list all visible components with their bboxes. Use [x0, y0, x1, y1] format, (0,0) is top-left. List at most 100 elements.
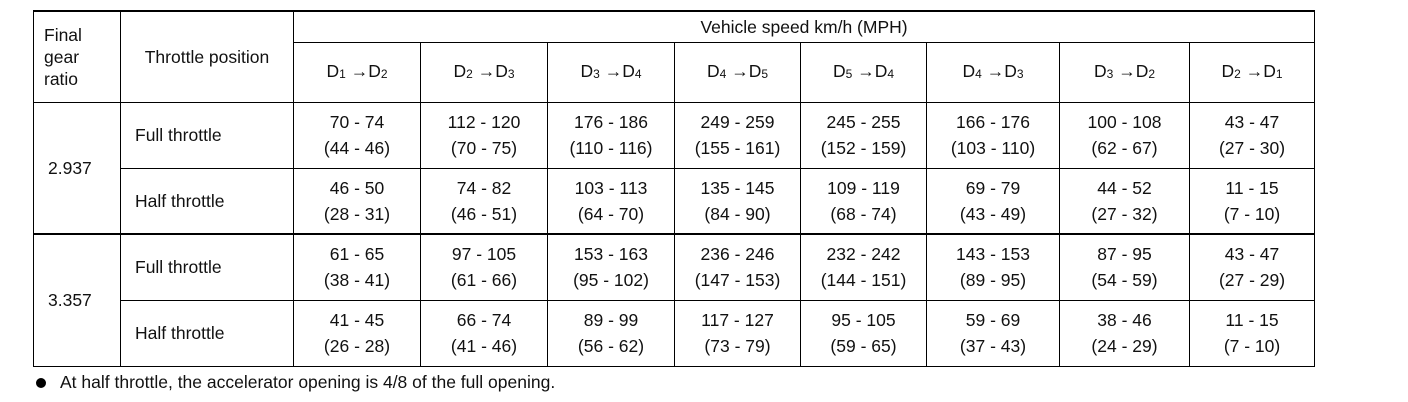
speed-cell: 43 - 47 (27 - 30): [1188, 101, 1316, 169]
gear-from: 5: [845, 66, 853, 81]
kmh: 109 - 119: [827, 177, 900, 198]
speed-cell: 236 - 246 (147 - 153): [674, 233, 801, 301]
kmh: 38 - 46: [1097, 310, 1152, 330]
gear-letter: D: [622, 60, 635, 81]
header-cell: Vehicle speed km/h (MPH): [292, 10, 1316, 43]
kmh: 176 - 186: [574, 112, 648, 132]
mph: (26 - 28): [323, 336, 391, 356]
arrow: →: [1118, 60, 1136, 81]
speed-cell: 100 - 108 (62 - 67): [1059, 101, 1190, 169]
mph: (61 - 66): [450, 270, 518, 291]
mph: (144 - 151): [820, 270, 907, 291]
gear-letter: D: [580, 60, 594, 81]
speed-cell: 70 - 74 (44 - 46): [293, 101, 421, 169]
mph: (89 - 95): [959, 270, 1027, 291]
shift-header: D3 →D4: [547, 41, 675, 103]
shift-header: D3 →D2: [1059, 41, 1190, 103]
speed-cell: 44 - 52 (27 - 32): [1059, 167, 1190, 235]
gear-from: 1: [339, 66, 346, 81]
shift-header: D4 →D3: [926, 41, 1060, 103]
speed-cell: 117 - 127 (73 - 79): [674, 299, 801, 367]
ratio-cell: 2.937: [33, 101, 121, 235]
kmh: 69 - 79: [965, 177, 1021, 198]
kmh: 166 - 176: [956, 112, 1030, 132]
header-cell: Final gear ratio: [33, 10, 121, 103]
mph: (43 - 49): [959, 203, 1027, 224]
arrow: →: [477, 60, 496, 81]
kmh: 117 - 127: [701, 310, 774, 330]
speed-cell: 135 - 145 (84 - 90): [674, 167, 801, 235]
speed-cell: 61 - 65 (38 - 41): [293, 233, 421, 301]
mph: (64 - 70): [577, 203, 645, 224]
gear-from: 4: [975, 66, 982, 81]
speed-cell: 112 - 120 (70 - 75): [420, 101, 548, 169]
throttle-cell: Full throttle: [120, 233, 294, 301]
speed-cell: 11 - 15 (7 - 10): [1188, 167, 1316, 235]
gear-letter: D: [495, 60, 508, 81]
gear-letter: D: [748, 60, 762, 81]
note-text: At half throttle, the accelerator openin…: [60, 372, 556, 392]
mph: (41 - 46): [450, 336, 518, 356]
arrow: →: [1245, 60, 1264, 81]
header-row: D1 →D2 D2 →D3 D3 →D4 D4 →D5 D5 →D4 D4 →D3 D3 →…: [34, 41, 1316, 103]
kmh: 11 - 15: [1225, 177, 1279, 198]
speed-cell: 95 - 105 (59 - 65): [800, 299, 927, 367]
footnote: At half throttle, the accelerator openin…: [36, 372, 555, 393]
gear-letter: D: [1093, 60, 1107, 81]
throttle-cell: Half throttle: [120, 167, 294, 235]
gear-letter: D: [706, 60, 720, 81]
speed-cell: 46 - 50 (28 - 31): [293, 167, 421, 235]
gear-letter: D: [453, 60, 467, 81]
header-row: Final gear ratio Throttle position Vehicle s…: [33, 10, 1316, 103]
mph: (110 - 116): [569, 138, 653, 158]
gear-letter: D: [1221, 60, 1235, 81]
shift-header: D2 →D3: [420, 41, 548, 103]
data-row: Half throttle 41 - 45 (26 - 28) 66 - 74 (41 …: [34, 299, 1316, 367]
data-row: 2.937 Full throttle 70 - 74 (44 - 46) 112 - …: [33, 101, 1316, 235]
speed-cell: 249 - 259 (155 - 161): [674, 101, 801, 169]
gear-from: 4: [719, 66, 727, 81]
kmh: 97 - 105: [451, 244, 517, 265]
kmh: 103 - 113: [574, 177, 648, 198]
mph: (24 - 29): [1091, 336, 1158, 356]
kmh: 46 - 50: [329, 177, 385, 198]
gear-letter: D: [1135, 60, 1149, 81]
kmh: 66 - 74: [456, 310, 512, 330]
arrow: →: [350, 60, 369, 81]
mph: (27 - 29): [1218, 270, 1286, 291]
mph: (28 - 31): [323, 203, 391, 224]
gear-letter: D: [832, 60, 846, 81]
mph: (46 - 51): [450, 203, 518, 224]
header-line: ratio: [44, 68, 79, 89]
gear-from: 2: [466, 66, 473, 81]
mph: (103 - 110): [950, 138, 1036, 158]
mph: (70 - 75): [450, 138, 518, 158]
arrow: →: [731, 60, 749, 81]
arrow: →: [857, 60, 875, 81]
mph: (59 - 65): [830, 336, 897, 356]
speed-cell: 66 - 74 (41 - 46): [420, 299, 548, 367]
kmh: 249 - 259: [700, 112, 775, 132]
speed-cell: 74 - 82 (46 - 51): [420, 167, 548, 235]
gear-from: 2: [1234, 66, 1241, 81]
gear-to: 3: [507, 66, 515, 81]
mph: (7 - 10): [1223, 203, 1281, 224]
mph: (68 - 74): [830, 203, 897, 224]
mph: (56 - 62): [577, 336, 645, 356]
kmh: 143 - 153: [956, 244, 1030, 265]
data-row: Half throttle 46 - 50 (28 - 31) 74 - 82 (46 …: [34, 167, 1316, 235]
gear-to: 4: [887, 66, 895, 81]
header-line: Final: [44, 24, 82, 45]
shift-header: D5 →D4: [800, 41, 927, 103]
mph: (27 - 30): [1218, 138, 1286, 158]
speed-cell: 166 - 176 (103 - 110): [926, 101, 1060, 169]
speed-cell: 103 - 113 (64 - 70): [547, 167, 675, 235]
kmh: 112 - 120: [447, 112, 521, 132]
mph: (73 - 79): [704, 336, 771, 356]
mph: (37 - 43): [959, 336, 1027, 356]
gear-from: 3: [1106, 66, 1114, 81]
speed-cell: 41 - 45 (26 - 28): [293, 299, 421, 367]
gear-letter: D: [1263, 60, 1276, 81]
arrow: →: [986, 60, 1005, 81]
throttle-cell: Half throttle: [120, 299, 294, 367]
